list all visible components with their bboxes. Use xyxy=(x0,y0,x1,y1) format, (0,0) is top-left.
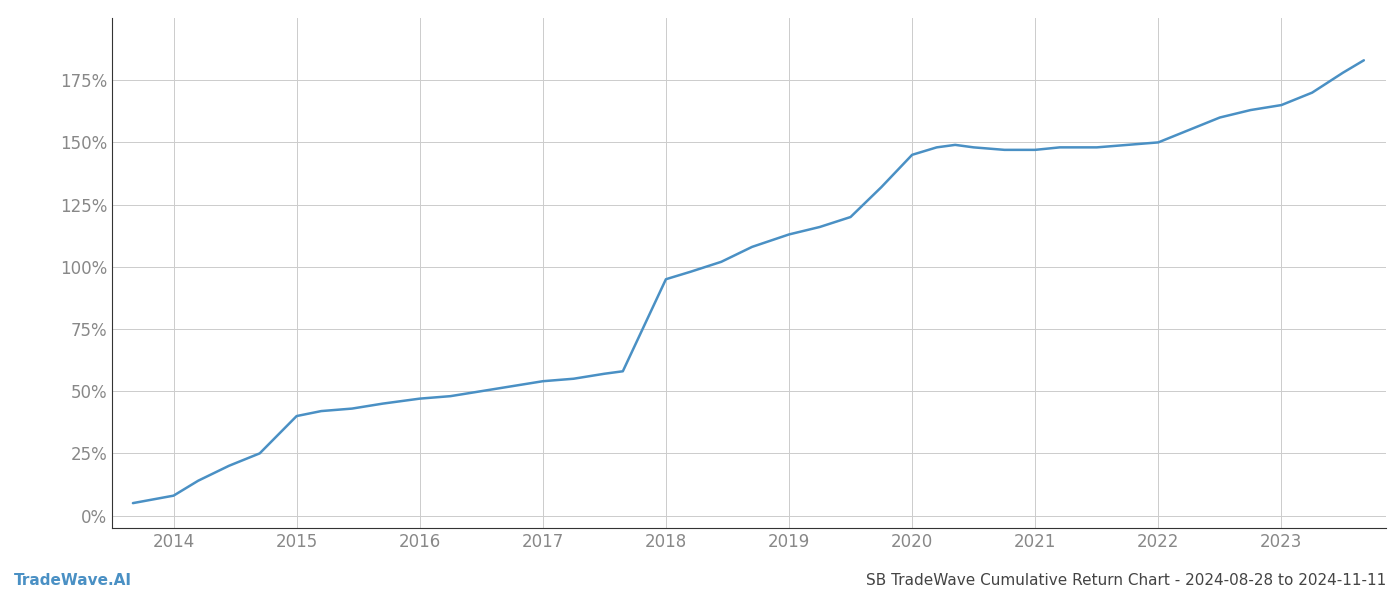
Text: TradeWave.AI: TradeWave.AI xyxy=(14,573,132,588)
Text: SB TradeWave Cumulative Return Chart - 2024-08-28 to 2024-11-11: SB TradeWave Cumulative Return Chart - 2… xyxy=(865,573,1386,588)
